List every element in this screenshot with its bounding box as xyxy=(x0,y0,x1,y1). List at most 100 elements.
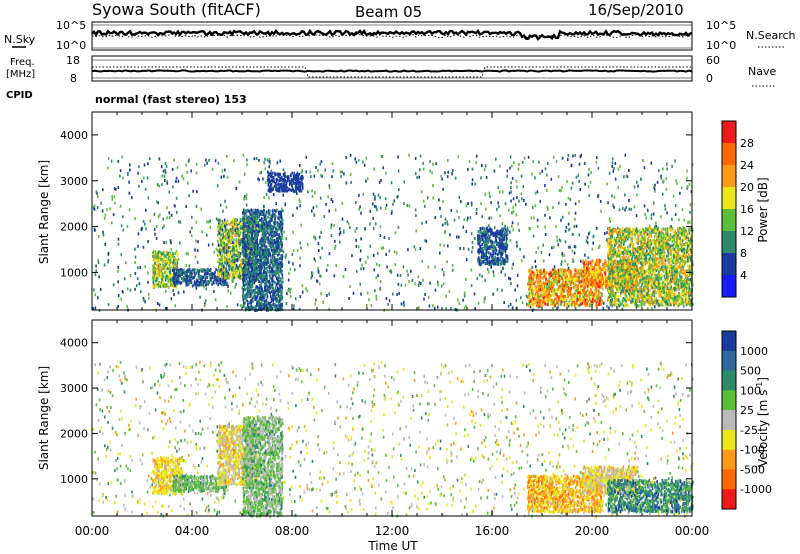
heatmap-cell xyxy=(491,244,494,248)
heatmap-cell xyxy=(552,206,554,210)
heatmap-cell xyxy=(379,286,381,290)
heatmap-cell xyxy=(162,264,164,267)
heatmap-cell xyxy=(539,171,541,175)
heatmap-cell xyxy=(402,265,405,269)
heatmap-cell xyxy=(129,273,132,277)
heatmap-cell xyxy=(658,169,660,173)
heatmap-cell xyxy=(293,176,296,180)
heatmap-cell xyxy=(460,200,462,204)
heatmap-cell xyxy=(672,194,675,198)
heatmap-cell xyxy=(198,269,201,273)
heatmap-cell xyxy=(215,281,218,285)
heatmap-cell xyxy=(380,155,383,158)
heatmap-cell xyxy=(276,237,278,241)
heatmap-cell xyxy=(227,271,230,275)
heatmap-cell xyxy=(591,277,594,281)
heatmap-cell xyxy=(322,300,325,304)
heatmap-cell xyxy=(624,193,626,197)
heatmap-cell xyxy=(193,280,196,284)
heatmap-cell xyxy=(231,265,233,269)
heatmap-cell xyxy=(679,282,682,286)
heatmap-cell xyxy=(506,259,509,263)
heatmap-cell xyxy=(271,307,274,311)
heatmap-cell xyxy=(248,305,250,309)
heatmap-cell xyxy=(573,251,576,255)
heatmap-cell xyxy=(250,274,252,278)
heatmap-cell xyxy=(270,266,272,270)
heatmap-cell xyxy=(186,281,189,285)
heatmap-cell xyxy=(488,251,490,255)
heatmap-cell xyxy=(262,295,264,299)
heatmap-cell xyxy=(220,248,223,252)
heatmap-cell xyxy=(245,250,247,254)
heatmap-cell xyxy=(255,224,258,227)
heatmap-cell xyxy=(270,245,272,249)
heatmap-cell xyxy=(248,262,250,266)
heatmap-cell xyxy=(203,163,206,167)
heatmap-cell xyxy=(236,230,238,234)
heatmap-cell xyxy=(571,181,574,185)
heatmap-cell xyxy=(598,244,601,248)
heatmap-cell xyxy=(491,229,493,233)
heatmap-cell xyxy=(293,304,295,308)
heatmap-cell xyxy=(388,236,390,240)
heatmap-cell xyxy=(298,189,300,193)
heatmap-cell xyxy=(285,180,288,184)
heatmap-cell xyxy=(243,217,245,221)
heatmap-cell xyxy=(232,273,235,277)
heatmap-cell xyxy=(264,233,267,237)
heatmap-cell xyxy=(275,209,277,213)
heatmap-cell xyxy=(403,304,405,307)
heatmap-cell xyxy=(259,224,262,228)
heatmap-cell xyxy=(611,194,613,198)
heatmap-cell xyxy=(253,260,256,264)
heatmap-cell xyxy=(272,303,275,307)
heatmap-cell xyxy=(443,243,445,247)
heatmap-cell xyxy=(252,280,254,284)
heatmap-cell xyxy=(245,245,247,249)
heatmap-cell xyxy=(260,304,263,308)
heatmap-cell xyxy=(602,306,605,310)
heatmap-cell xyxy=(293,171,295,175)
heatmap-cell xyxy=(595,160,598,164)
heatmap-cell xyxy=(265,245,268,249)
heatmap-cell xyxy=(140,228,143,231)
heatmap-cell xyxy=(276,242,279,246)
heatmap-cell xyxy=(98,235,100,238)
heatmap-cell xyxy=(421,259,423,263)
heatmap-cell xyxy=(300,189,303,193)
heatmap-cell xyxy=(266,269,269,273)
heatmap-cell xyxy=(159,266,162,270)
heatmap-cell xyxy=(276,172,278,176)
heatmap-cell xyxy=(270,189,272,193)
nsky-label: N.Sky xyxy=(4,33,36,46)
heatmap-cell xyxy=(453,218,456,222)
heatmap-cell xyxy=(492,250,495,253)
heatmap-cell xyxy=(355,201,357,205)
heatmap-cell xyxy=(518,228,520,232)
heatmap-cell xyxy=(142,219,145,223)
heatmap-cell xyxy=(214,159,217,163)
heatmap-cell xyxy=(165,250,168,254)
heatmap-cell xyxy=(660,215,662,219)
heatmap-cell xyxy=(254,288,256,292)
freq-panel: Freq. [MHz] 18 8 60 0 Nave CPID normal (… xyxy=(6,54,776,106)
heatmap-cell xyxy=(260,269,262,273)
heatmap-cell xyxy=(283,230,285,234)
heatmap-cell xyxy=(504,224,506,228)
heatmap-cell xyxy=(257,247,260,251)
heatmap-cell xyxy=(258,230,260,234)
heatmap-cell xyxy=(199,295,201,299)
heatmap-cell xyxy=(274,263,276,267)
heatmap-cell xyxy=(484,164,487,168)
heatmap-cell xyxy=(158,284,160,288)
heatmap-cell xyxy=(148,292,150,296)
heatmap-cell xyxy=(249,243,252,247)
heatmap-cell xyxy=(198,277,200,280)
heatmap-cell xyxy=(278,241,281,245)
heatmap-cell xyxy=(275,282,278,286)
heatmap-cell xyxy=(152,255,154,258)
heatmap-cell xyxy=(488,255,491,259)
heatmap-cell xyxy=(284,188,286,192)
heatmap-cell xyxy=(274,247,277,251)
